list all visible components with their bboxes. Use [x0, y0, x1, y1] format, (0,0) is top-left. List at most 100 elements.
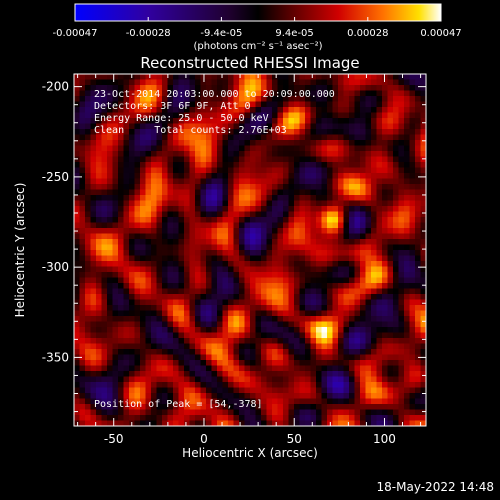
heatmap-cell [299, 409, 306, 416]
heatmap-cell [420, 74, 426, 81]
heatmap-cell [200, 316, 207, 323]
heatmap-cell [283, 387, 290, 394]
heatmap-cell [266, 404, 273, 411]
heatmap-cell [211, 382, 218, 389]
heatmap-cell [310, 305, 317, 312]
heatmap-cell [415, 85, 422, 92]
heatmap-cell [244, 107, 251, 114]
heatmap-cell [79, 288, 86, 295]
heatmap-cell [387, 118, 394, 125]
heatmap-cell [118, 222, 125, 229]
heatmap-cell [310, 327, 317, 334]
heatmap-cell [299, 415, 306, 422]
heatmap-cell [90, 145, 97, 152]
heatmap-cell [310, 415, 317, 422]
heatmap-cell [222, 145, 229, 152]
heatmap-cell [371, 321, 378, 328]
heatmap-cell [393, 316, 400, 323]
heatmap-cell [173, 327, 180, 334]
heatmap-cell [118, 283, 125, 290]
heatmap-cell [211, 316, 218, 323]
heatmap-cell [415, 96, 422, 103]
heatmap-cell [239, 140, 246, 147]
heatmap-cell [156, 211, 163, 218]
heatmap-cell [393, 90, 400, 97]
heatmap-cell [360, 354, 367, 361]
heatmap-cell [277, 217, 284, 224]
heatmap-cell [140, 222, 147, 229]
heatmap-cell [360, 387, 367, 394]
heatmap-cell [145, 316, 152, 323]
heatmap-cell [360, 217, 367, 224]
heatmap-cell [283, 178, 290, 185]
heatmap-cell [178, 118, 185, 125]
heatmap-cell [123, 112, 130, 119]
heatmap-cell [112, 96, 119, 103]
heatmap-cell [277, 228, 284, 235]
heatmap-cell [261, 118, 268, 125]
heatmap-cell [217, 222, 224, 229]
heatmap-cell [206, 206, 213, 213]
heatmap-cell [382, 349, 389, 356]
heatmap-cell [343, 167, 350, 174]
heatmap-cell [206, 178, 213, 185]
heatmap-cell [310, 107, 317, 114]
heatmap-cell [167, 294, 174, 301]
heatmap-cell [250, 305, 257, 312]
heatmap-cell [151, 387, 158, 394]
heatmap-cell [376, 288, 383, 295]
heatmap-cell [118, 338, 125, 345]
heatmap-cell [387, 261, 394, 268]
heatmap-cell [332, 327, 339, 334]
heatmap-cell [393, 189, 400, 196]
heatmap-cell [217, 261, 224, 268]
heatmap-cell [222, 101, 229, 108]
heatmap-cell [387, 101, 394, 108]
heatmap-cell [189, 382, 196, 389]
heatmap-cell [167, 398, 174, 405]
heatmap-cell [294, 129, 301, 136]
heatmap-cell [327, 310, 334, 317]
heatmap-cell [239, 151, 246, 158]
heatmap-cell [266, 162, 273, 169]
heatmap-cell [393, 129, 400, 136]
heatmap-cell [332, 349, 339, 356]
heatmap-cell [123, 266, 130, 273]
heatmap-cell [255, 206, 262, 213]
heatmap-cell [277, 266, 284, 273]
heatmap-cell [195, 371, 202, 378]
heatmap-cell [239, 244, 246, 251]
heatmap-cell [123, 184, 130, 191]
heatmap-cell [393, 156, 400, 163]
heatmap-cell [156, 382, 163, 389]
heatmap-cell [371, 349, 378, 356]
heatmap-cell [343, 112, 350, 119]
heatmap-cell [277, 387, 284, 394]
heatmap-cell [376, 321, 383, 328]
heatmap-cell [239, 398, 246, 405]
heatmap-cell [321, 371, 328, 378]
heatmap-cell [228, 415, 235, 422]
heatmap-cell [338, 272, 345, 279]
heatmap-cell [195, 189, 202, 196]
heatmap-cell [310, 217, 317, 224]
heatmap-cell [79, 393, 86, 400]
heatmap-cell [415, 217, 422, 224]
heatmap-cell [123, 288, 130, 295]
heatmap-cell [299, 310, 306, 317]
heatmap-cell [167, 327, 174, 334]
heatmap-cell [233, 250, 240, 257]
heatmap-cell [294, 310, 301, 317]
heatmap-cell [299, 101, 306, 108]
heatmap-cell [387, 195, 394, 202]
heatmap-cell [294, 294, 301, 301]
heatmap-cell [189, 255, 196, 262]
heatmap-cell [118, 288, 125, 295]
heatmap-cell [90, 244, 97, 251]
heatmap-cell [173, 140, 180, 147]
heatmap-cell [310, 162, 317, 169]
heatmap-cell [404, 332, 411, 339]
heatmap-cell [233, 365, 240, 372]
heatmap-cell [211, 261, 218, 268]
heatmap-cell [277, 294, 284, 301]
